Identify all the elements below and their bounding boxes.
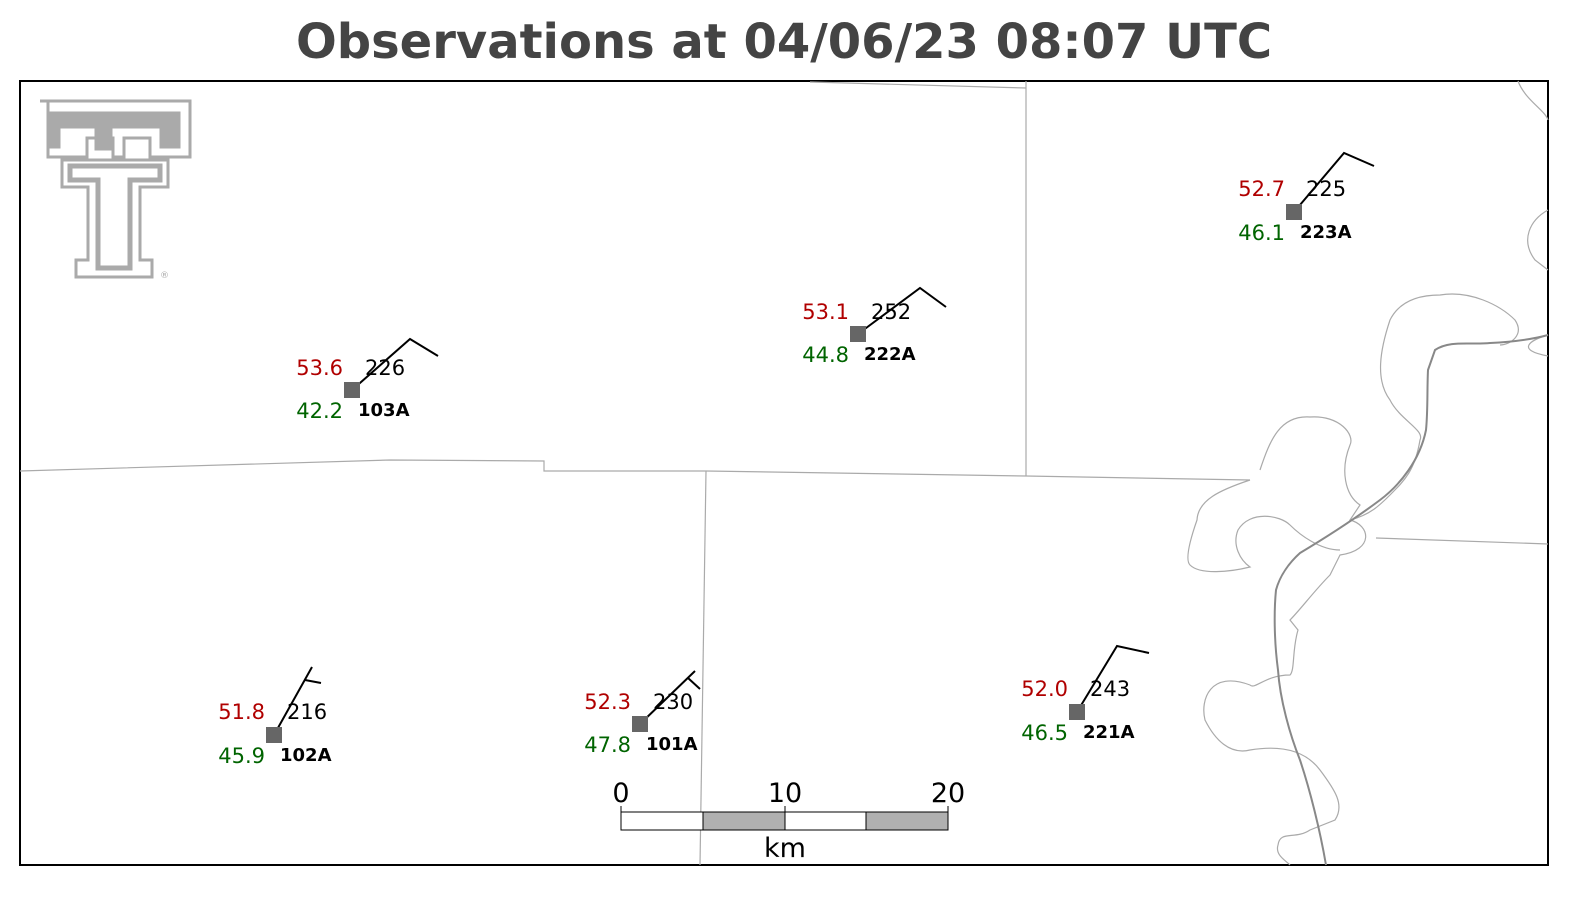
dewpoint: 46.1	[1238, 221, 1285, 245]
station-id: 223A	[1300, 222, 1352, 243]
scale-tick-label: 20	[931, 778, 965, 809]
scale-unit: km	[764, 833, 806, 864]
station-id: 101A	[646, 734, 698, 755]
dewpoint: 45.9	[218, 744, 265, 768]
scale-tick-label: 0	[612, 778, 629, 809]
registered-mark: ®	[160, 271, 169, 281]
station-id: 221A	[1083, 722, 1135, 743]
pressure: 243	[1090, 677, 1130, 701]
temperature: 53.1	[802, 300, 849, 324]
boundaries	[19, 80, 1549, 866]
pressure: 216	[287, 700, 327, 724]
title: Observations at 04/06/23 08:07 UTC	[296, 14, 1272, 70]
dewpoint: 44.8	[802, 343, 849, 367]
station-markers	[266, 204, 1302, 743]
station-labels: 53.6 226 42.2 103A 53.1 252 44.8 222A 52…	[218, 177, 1351, 768]
scale-bar: 0 10 20 km	[612, 778, 965, 864]
temperature: 51.8	[218, 700, 265, 724]
temperature: 52.3	[584, 690, 631, 714]
pressure: 225	[1306, 177, 1346, 201]
map: ® 53.6 226 42.2 103A 53.1 252 44.8 222A …	[19, 80, 1549, 866]
pressure: 252	[871, 300, 911, 324]
station-id: 102A	[280, 745, 332, 766]
dewpoint: 42.2	[296, 399, 343, 423]
pressure: 226	[365, 356, 405, 380]
temperature: 52.0	[1021, 677, 1068, 701]
temperature: 52.7	[1238, 177, 1285, 201]
temperature: 53.6	[296, 356, 343, 380]
station-id: 103A	[358, 400, 410, 421]
dewpoint: 46.5	[1021, 721, 1068, 745]
station-id: 222A	[864, 344, 916, 365]
wind-barbs	[273, 151, 1375, 736]
dewpoint: 47.8	[584, 733, 631, 757]
logo: ®	[40, 99, 192, 281]
pressure: 230	[653, 690, 693, 714]
scale-tick-label: 10	[768, 778, 802, 809]
